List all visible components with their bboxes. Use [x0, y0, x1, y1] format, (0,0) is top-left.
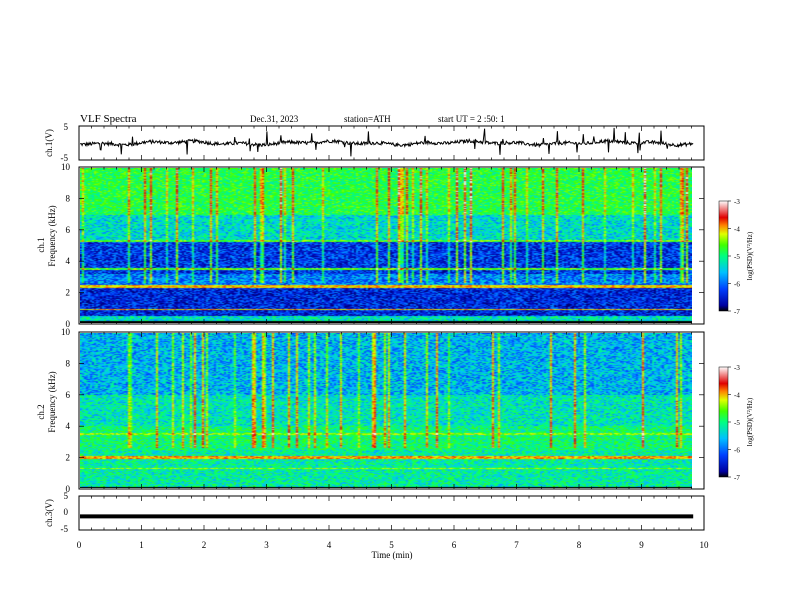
ch2-frequency-label: Frequency (kHz)	[47, 371, 57, 432]
ch2-spectrogram-heatmap	[80, 333, 692, 488]
ch3-ytick-mid: 0	[64, 507, 69, 517]
ch1-waveform-trace	[79, 127, 694, 157]
x-tick-label: 0	[77, 540, 82, 550]
colorbar-tick-label: -4	[734, 226, 740, 234]
y-tick-label: 10	[61, 162, 71, 172]
ch1-spectrogram-panel: 0 2 4 6 8 10 ch.1 Frequency (kHz)	[36, 162, 705, 329]
y-tick-label: 10	[61, 327, 71, 337]
ch2-channel-label: ch.2	[36, 404, 46, 419]
ch1-spectrogram-heatmap	[80, 168, 692, 323]
ch2-colorbar-label: log(PSD)(V²/Hz)	[746, 397, 754, 446]
colorbar-tick-label: -7	[734, 474, 740, 482]
start-time: start UT = 2 :50: 1	[438, 114, 505, 124]
ch3-ytick-bottom: -5	[61, 524, 69, 534]
colorbar-tick-label: -3	[734, 198, 740, 206]
x-tick-label: 7	[514, 540, 519, 550]
y-tick-label: 4	[66, 421, 71, 431]
x-tick-label: 6	[452, 540, 457, 550]
y-tick-label: 8	[66, 193, 71, 203]
colorbar-tick-label: -3	[734, 364, 740, 372]
colorbar-tick-label: -5	[734, 419, 740, 427]
x-tick-label: 8	[577, 540, 582, 550]
x-axis-label: Time (min)	[372, 550, 413, 560]
ch1-colorbar-label: log(PSD)(V²/Hz)	[746, 231, 754, 280]
ch3-waveform-panel: 5 0 -5 ch.3(V)	[44, 491, 705, 534]
y-tick-label: 6	[66, 390, 71, 400]
colorbar-tick-label: -6	[734, 447, 740, 455]
ch1-channel-label: ch.1	[36, 237, 46, 252]
station-name: station=ATH	[344, 114, 391, 124]
y-tick-label: 0	[66, 484, 71, 494]
x-tick-label: 10	[700, 540, 710, 550]
ch1-ylabel: ch.1(V)	[44, 129, 54, 157]
y-tick-label: 2	[66, 288, 71, 298]
colorbar-tick-label: -6	[734, 281, 740, 289]
y-tick-label: 2	[66, 453, 71, 463]
colorbar-tick-label: -4	[734, 392, 740, 400]
recording-date: Dec.31, 2023	[250, 114, 299, 124]
y-tick-label: 4	[66, 256, 71, 266]
ch3-ytick-top: 5	[64, 491, 69, 501]
x-tick-label: 3	[264, 540, 269, 550]
colorbar-tick-label: -5	[734, 253, 740, 261]
ch1-colorbar: -3 -4 -5 -6 -7 log(PSD)(V²/Hz)	[718, 198, 754, 316]
ch1-frequency-label: Frequency (kHz)	[47, 205, 57, 266]
ch3-ylabel: ch.3(V)	[44, 499, 54, 527]
x-tick-label: 4	[327, 540, 332, 550]
y-tick-label: 8	[66, 358, 71, 368]
y-tick-label: 0	[66, 319, 71, 329]
x-tick-label: 1	[139, 540, 144, 550]
chart-title: VLF Spectra	[80, 113, 137, 125]
ch1-waveform-panel: 5 -5 ch.1(V)	[44, 122, 705, 163]
x-tick-label: 5	[389, 540, 394, 550]
x-tick-label: 9	[639, 540, 644, 550]
colorbar-tick-label: -7	[734, 308, 740, 316]
y-tick-label: 6	[66, 225, 71, 235]
ch1-ytick-top: 5	[64, 122, 69, 132]
ch2-spectrogram-panel: 0 2 4 6 8 10 ch.2 Frequency (kHz)	[36, 327, 705, 494]
ch1-ytick-bottom: -5	[61, 153, 69, 163]
ch2-colorbar: -3 -4 -5 -6 -7 log(PSD)(V²/Hz)	[718, 364, 754, 482]
x-tick-label: 2	[202, 540, 207, 550]
